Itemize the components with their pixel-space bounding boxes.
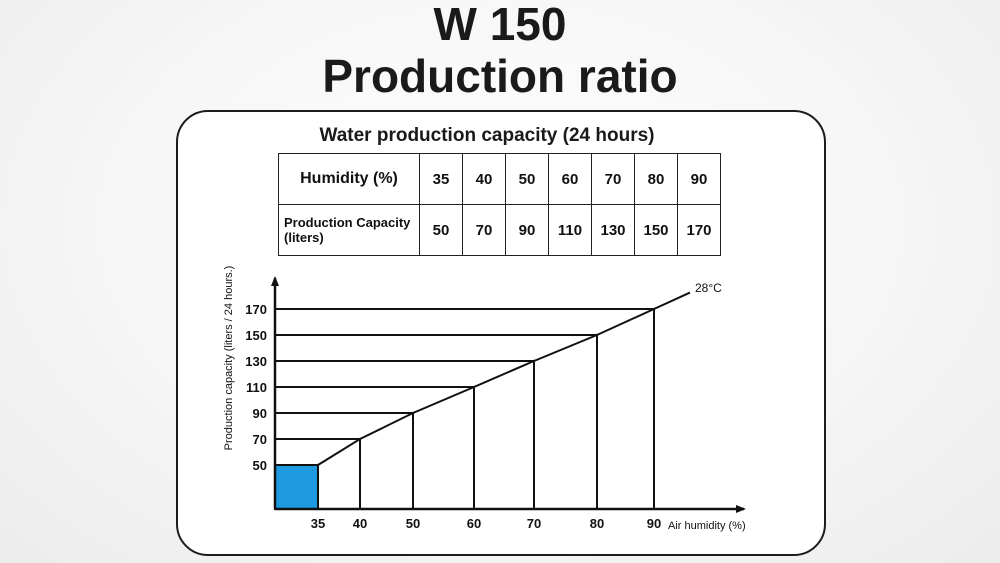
y-tick-label: 90 xyxy=(253,406,267,421)
x-axis-label: Air humidity (%) xyxy=(668,520,746,532)
capacity-row-header-line2: (liters) xyxy=(284,230,324,245)
data-point xyxy=(595,333,599,337)
data-point xyxy=(316,463,320,467)
capacity-row-header-line1: Production Capacity xyxy=(284,215,411,230)
humidity-row: Humidity (%) 35 40 50 60 70 80 90 xyxy=(278,153,721,205)
data-point xyxy=(472,385,476,389)
y-tick-label: 170 xyxy=(245,302,267,317)
x-tick-label: 35 xyxy=(311,516,325,531)
capacity-cell: 70 xyxy=(462,204,506,256)
capacity-row: Production Capacity (liters) 50 70 90 11… xyxy=(278,204,721,256)
humidity-cell: 90 xyxy=(677,153,721,205)
capacity-cell: 170 xyxy=(677,204,721,256)
chart-marks xyxy=(274,291,691,510)
chart-labels: 35 40 50 60 70 80 90 50 70 90 110 130 150 170 xyxy=(245,302,661,531)
y-tick-label: 110 xyxy=(246,380,267,395)
x-tick-label: 50 xyxy=(406,516,420,531)
capacity-cell: 90 xyxy=(505,204,549,256)
capacity-row-header: Production Capacity (liters) xyxy=(278,204,420,256)
x-tick-label: 60 xyxy=(467,516,481,531)
data-point xyxy=(532,359,536,363)
x-tick-label: 70 xyxy=(527,516,541,531)
y-tick-label: 130 xyxy=(245,354,267,369)
humidity-cell: 60 xyxy=(548,153,592,205)
page-title-subject: Production ratio xyxy=(322,50,678,102)
base-capacity-block xyxy=(274,464,319,510)
y-tick-label: 50 xyxy=(253,458,267,473)
humidity-cell: 35 xyxy=(419,153,463,205)
y-axis-label: Production capacity (liters / 24 hours.) xyxy=(223,266,235,451)
table-caption: Water production capacity (24 hours) xyxy=(319,125,655,146)
series-line-28c xyxy=(317,291,691,466)
data-point xyxy=(652,307,656,311)
y-tick-label: 70 xyxy=(253,432,267,447)
humidity-cell: 70 xyxy=(591,153,635,205)
series-label-28c: 28°C xyxy=(695,281,722,295)
capacity-cell: 110 xyxy=(548,204,592,256)
data-point xyxy=(358,437,362,441)
y-tick-label: 150 xyxy=(245,328,267,343)
x-tick-label: 90 xyxy=(647,516,661,531)
data-point xyxy=(411,411,415,415)
humidity-cell: 80 xyxy=(634,153,678,205)
capacity-cell: 130 xyxy=(591,204,635,256)
x-tick-label: 80 xyxy=(590,516,604,531)
page-title-model: W 150 xyxy=(433,0,567,50)
x-tick-label: 40 xyxy=(353,516,367,531)
production-table: Humidity (%) 35 40 50 60 70 80 90 Produc… xyxy=(278,153,721,256)
